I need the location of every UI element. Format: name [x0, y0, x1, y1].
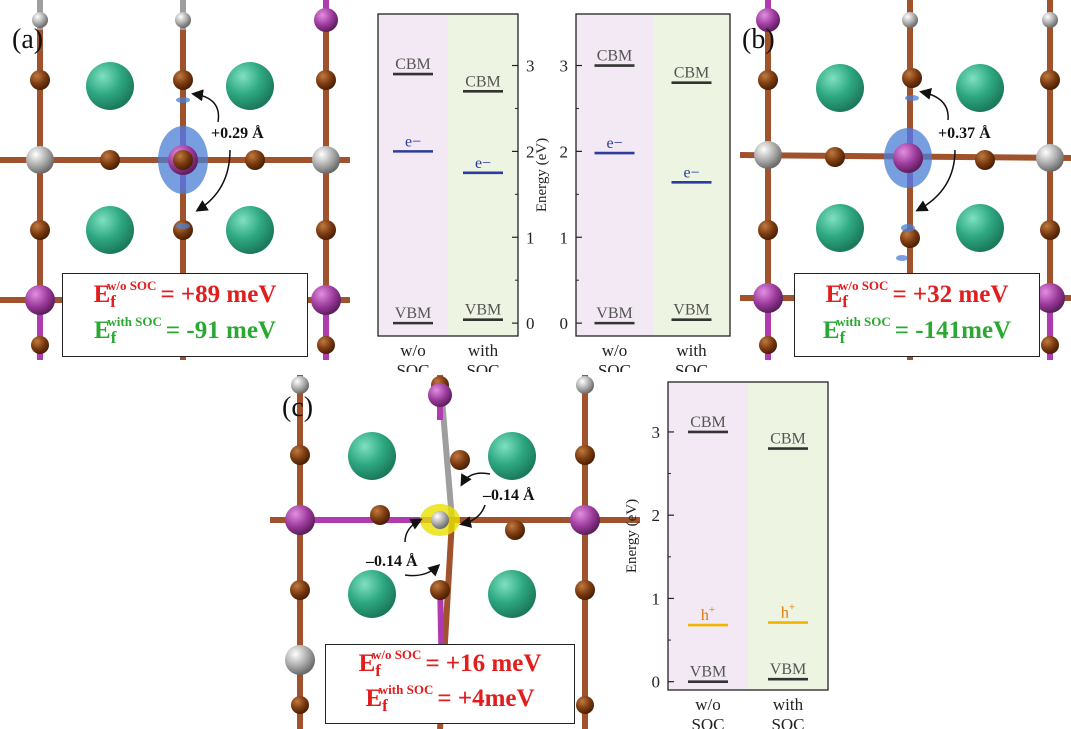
wo-soc-column — [668, 382, 748, 690]
formation-energy-wo-soc: Efw/o SOC = +89 meV — [93, 278, 277, 311]
formation-energy-with-soc: Efwith SOC = -91 meV — [94, 314, 276, 347]
chart-frame — [667, 381, 829, 691]
energy-level-label: CBM — [465, 73, 501, 90]
pb-atom — [25, 285, 55, 315]
y-tick-label: 2 — [560, 142, 569, 161]
wo-soc-column — [378, 14, 448, 336]
energy-level-label: VBM — [770, 661, 806, 678]
displacement-label: –0.14 Å — [482, 486, 535, 504]
panel-letter-b: (b) — [742, 24, 775, 55]
category-label-with-soc: SOC — [466, 361, 499, 372]
formation-energy-with-soc: Efwith SOC = -141meV — [822, 314, 1012, 347]
panel-a-structure: +0.29 Å — [0, 0, 350, 360]
category-label-wo-soc: SOC — [598, 361, 631, 372]
cs-atom — [226, 206, 274, 254]
y-tick-label: 1 — [560, 228, 569, 247]
y-tick-label: 0 — [560, 314, 569, 333]
y-tick-label: 0 — [652, 673, 661, 692]
category-label-wo-soc: w/o — [400, 341, 426, 360]
category-label-with-soc: with — [773, 695, 804, 714]
category-label-with-soc: SOC — [675, 361, 708, 372]
energy-level-label: e− — [475, 155, 491, 172]
y-tick-label: 3 — [526, 57, 535, 76]
category-label-with-soc: with — [676, 341, 707, 360]
energy-level-label: VBM — [596, 305, 632, 322]
energy-level-label: CBM — [770, 431, 806, 448]
with-soc-column — [448, 14, 518, 336]
y-tick-label: 3 — [652, 423, 661, 442]
formation-energy-with-soc: Efwith SOC = +4meV — [365, 682, 535, 715]
displacement-arrow — [195, 149, 231, 212]
cs-atom — [86, 62, 134, 110]
energy-level-label: e− — [405, 133, 421, 150]
category-label-with-soc: with — [468, 341, 499, 360]
energy-level-label: VBM — [690, 664, 726, 681]
energy-level-label: VBM — [673, 302, 709, 319]
energy-level-label: e− — [606, 135, 622, 152]
panel-letter-c: (c) — [282, 392, 314, 423]
energy-level-label: e− — [683, 164, 699, 181]
y-tick-label: 3 — [560, 57, 569, 76]
chart-frame — [377, 13, 519, 337]
pb-atom — [311, 285, 341, 315]
panel-letter-a: (a) — [12, 24, 44, 55]
wo-soc-column — [576, 14, 653, 336]
formation-energy-box-b: Efw/o SOC = +32 meV Efwith SOC = -141meV — [794, 273, 1040, 357]
y-tick-label: 2 — [652, 506, 661, 525]
formation-energy-wo-soc: Efw/o SOC = +16 meV — [358, 647, 542, 680]
displacement-arrow — [191, 89, 220, 123]
with-soc-column — [748, 382, 828, 690]
y-axis-label: Energy (eV) — [624, 499, 640, 573]
displacement-label: –0.14 Å — [365, 552, 418, 570]
energy-level-label: CBM — [597, 48, 633, 65]
category-label-wo-soc: w/o — [695, 695, 721, 714]
formation-energy-box-c: Efw/o SOC = +16 meV Efwith SOC = +4meV — [325, 644, 575, 724]
displacement-label: +0.29 Å — [211, 124, 264, 142]
energy-level-label: CBM — [674, 65, 710, 82]
with-soc-column — [653, 14, 730, 336]
panel-b-structure: +0.37 Å — [739, 0, 1071, 360]
y-tick-label: 2 — [526, 142, 535, 161]
energy-level-label: VBM — [465, 302, 501, 319]
displacement-label: +0.37 Å — [938, 124, 991, 142]
cs-atom — [226, 62, 274, 110]
category-label-wo-soc: w/o — [602, 341, 628, 360]
category-label-with-soc: SOC — [771, 715, 804, 729]
sn-atom — [26, 146, 54, 174]
energy-level-label: VBM — [395, 305, 431, 322]
chart-frame — [575, 13, 731, 337]
cs-atom — [86, 206, 134, 254]
y-tick-label: 1 — [652, 589, 661, 608]
category-label-wo-soc: SOC — [396, 361, 429, 372]
y-axis-label: Energy (eV) — [534, 138, 550, 212]
sn-atom — [312, 146, 340, 174]
y-tick-label: 0 — [526, 314, 535, 333]
energy-level-label: CBM — [690, 414, 726, 431]
formation-energy-wo-soc: Efw/o SOC = +32 meV — [825, 278, 1009, 311]
y-tick-label: 1 — [526, 228, 535, 247]
formation-energy-box-a: Efw/o SOC = +89 meV Efwith SOC = -91 meV — [62, 273, 308, 357]
category-label-wo-soc: SOC — [691, 715, 724, 729]
energy-level-label: CBM — [395, 56, 431, 73]
